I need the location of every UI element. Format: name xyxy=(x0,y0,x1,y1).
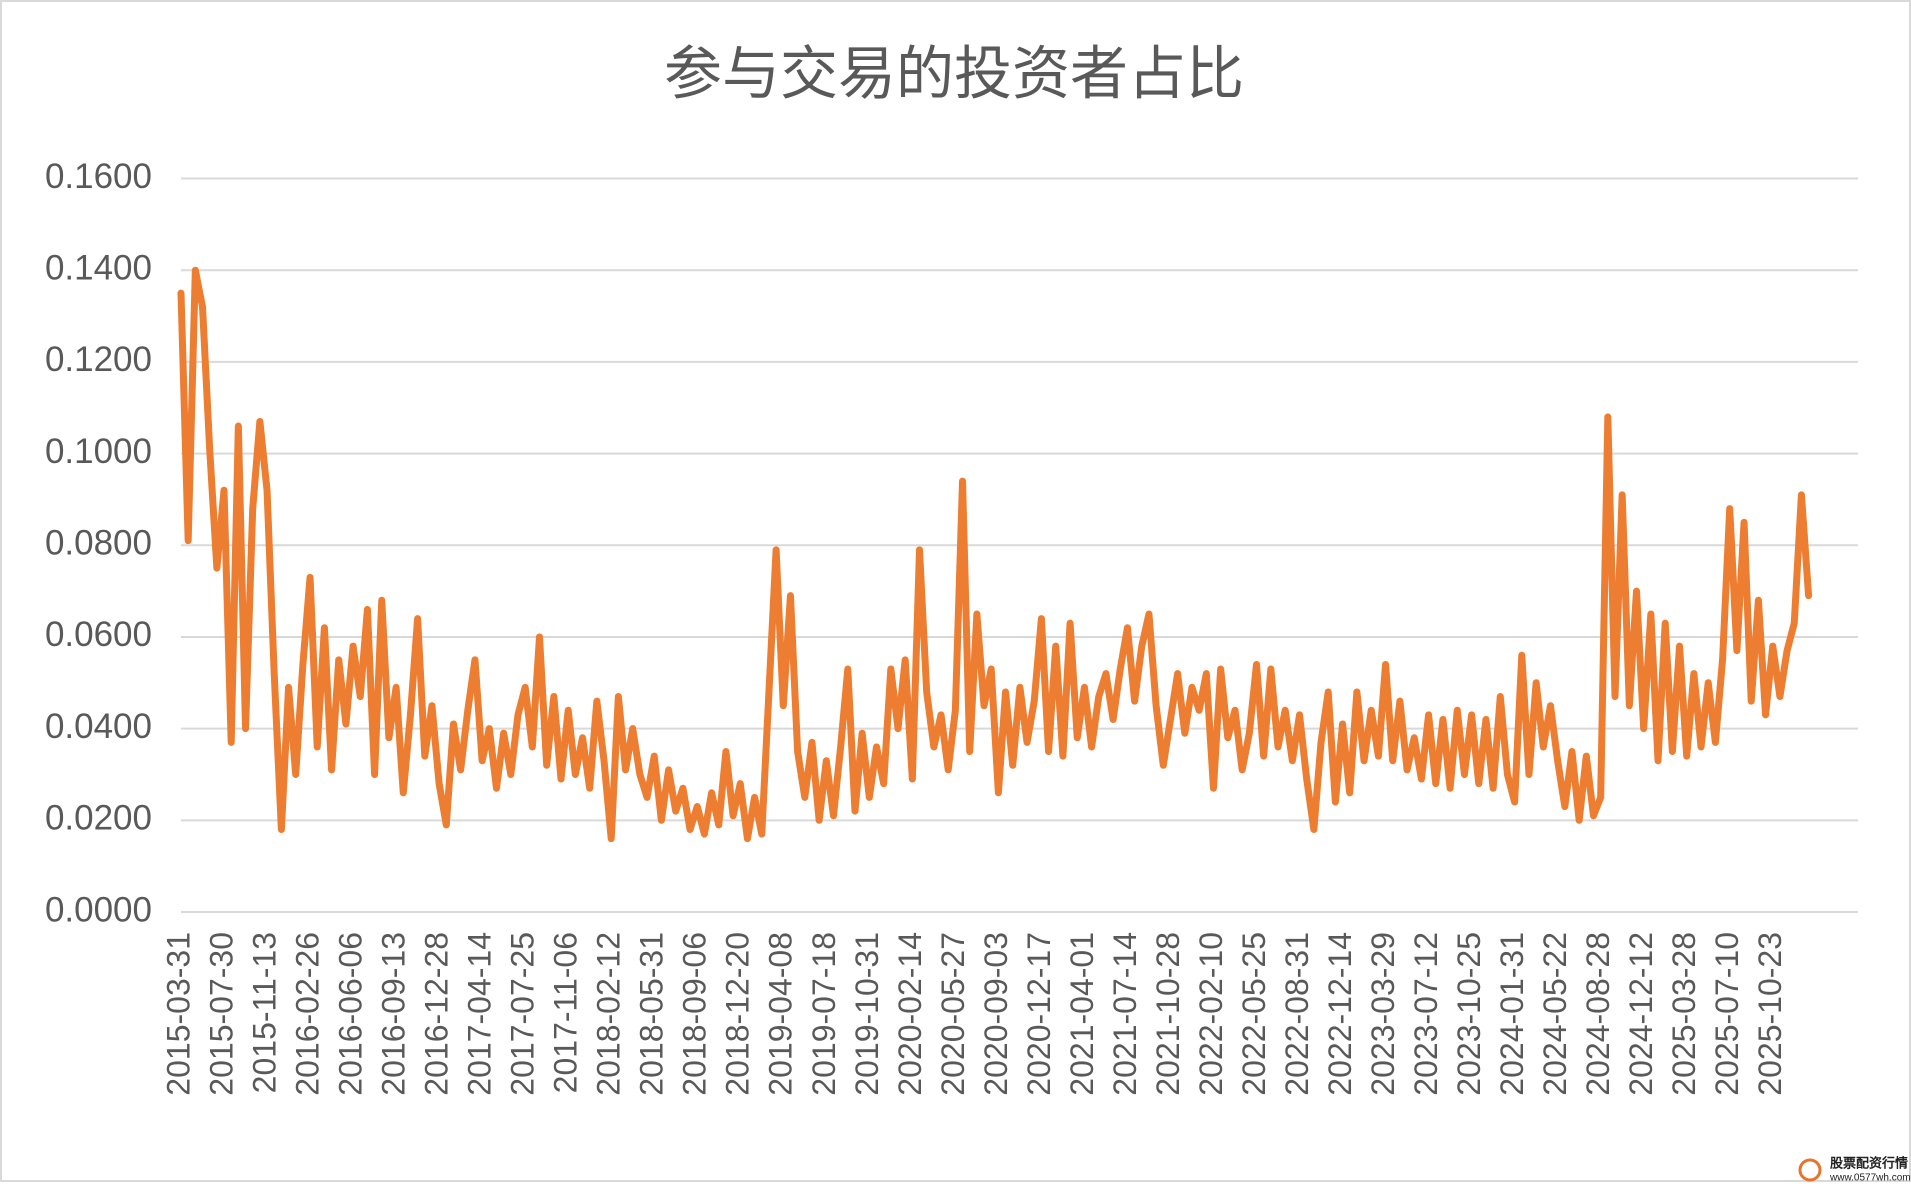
y-tick-label: 0.0000 xyxy=(45,890,152,929)
y-tick-label: 0.0400 xyxy=(45,707,152,746)
y-tick-label: 0.1200 xyxy=(45,340,152,379)
x-tick-label: 2020-02-14 xyxy=(892,932,928,1096)
x-tick-label: 2019-04-08 xyxy=(763,932,799,1096)
x-tick-label: 2019-10-31 xyxy=(849,932,885,1096)
x-tick-label: 2018-12-20 xyxy=(720,932,756,1096)
watermark-logo xyxy=(1798,1158,1822,1182)
x-tick-label: 2017-07-25 xyxy=(505,932,541,1096)
x-tick-label: 2015-07-30 xyxy=(203,932,239,1096)
x-tick-label: 2022-05-25 xyxy=(1236,932,1272,1096)
chart-title: 参与交易的投资者占比 xyxy=(664,41,1244,106)
x-tick-label: 2025-10-23 xyxy=(1752,932,1788,1096)
x-tick-label: 2023-10-25 xyxy=(1451,932,1487,1096)
x-tick-label: 2021-07-14 xyxy=(1107,932,1143,1096)
x-tick-label: 2022-08-31 xyxy=(1279,932,1315,1096)
x-tick-label: 2020-09-03 xyxy=(978,932,1014,1096)
x-tick-label: 2024-08-28 xyxy=(1580,932,1616,1096)
x-tick-label: 2016-02-26 xyxy=(290,932,326,1096)
x-tick-label: 2015-03-31 xyxy=(160,932,196,1096)
x-tick-label: 2016-09-13 xyxy=(376,932,412,1096)
x-tick-label: 2017-11-06 xyxy=(548,932,584,1093)
y-tick-label: 0.0800 xyxy=(45,524,152,563)
x-tick-label: 2020-05-27 xyxy=(935,932,971,1096)
y-tick-label: 0.0200 xyxy=(45,799,152,838)
x-tick-label: 2017-04-14 xyxy=(462,932,498,1096)
y-tick-label: 0.1400 xyxy=(45,248,152,287)
x-tick-label: 2018-02-12 xyxy=(591,932,627,1096)
x-tick-label: 2019-07-18 xyxy=(806,932,842,1096)
watermark-name: 股票配资行情 xyxy=(1830,1155,1908,1170)
x-tick-label: 2018-09-06 xyxy=(677,932,713,1096)
x-tick-label: 2023-07-12 xyxy=(1408,932,1444,1096)
y-tick-label: 0.0600 xyxy=(45,615,152,654)
x-tick-label: 2024-12-12 xyxy=(1623,932,1659,1096)
x-tick-label: 2024-05-22 xyxy=(1537,932,1573,1096)
y-tick-label: 0.1000 xyxy=(45,432,152,471)
x-tick-label: 2025-03-28 xyxy=(1666,932,1702,1096)
x-tick-label: 2021-10-28 xyxy=(1150,932,1186,1096)
x-tick-label: 2022-12-14 xyxy=(1322,932,1358,1096)
x-tick-label: 2025-07-10 xyxy=(1709,932,1745,1096)
x-tick-label: 2021-04-01 xyxy=(1064,932,1100,1096)
x-tick-label: 2016-06-06 xyxy=(333,932,369,1096)
x-tick-label: 2015-11-13 xyxy=(246,932,282,1093)
y-tick-label: 0.1600 xyxy=(45,157,152,196)
x-tick-label: 2016-12-28 xyxy=(419,932,455,1096)
x-tick-label: 2018-05-31 xyxy=(634,932,670,1096)
data-line xyxy=(177,266,1813,843)
x-tick-label: 2023-03-29 xyxy=(1365,932,1401,1096)
x-tick-label: 2020-12-17 xyxy=(1021,932,1057,1096)
watermark-url: www.0577wh.com xyxy=(1829,1173,1911,1184)
x-tick-label: 2024-01-31 xyxy=(1494,932,1530,1096)
x-tick-label: 2022-02-10 xyxy=(1193,932,1229,1096)
watermark: 股票配资行情 www.0577wh.com xyxy=(1798,1155,1911,1184)
